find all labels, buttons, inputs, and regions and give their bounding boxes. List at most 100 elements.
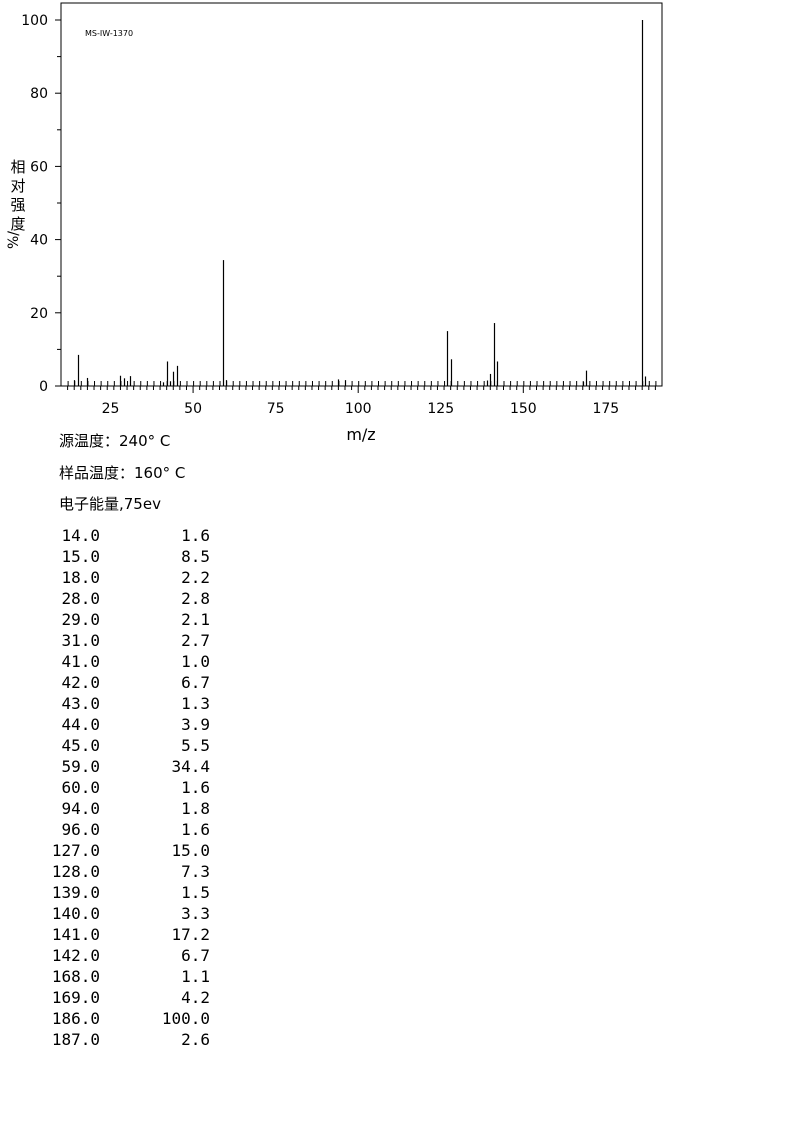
table-row: 41.0 1.0 <box>40 651 220 672</box>
sample-temperature: 样品温度：160° C <box>59 464 186 482</box>
table-row: 29.0 2.1 <box>40 609 220 630</box>
y-tick-label: 40 <box>30 233 48 249</box>
table-row: 43.0 1.3 <box>40 693 220 714</box>
x-axis-ticks: 25 50 75 100 125 150 175 <box>67 381 657 417</box>
mass-spectrum-chart: MS-IW-1370 0 20 40 60 80 100 25 50 75 100 125 150 1… <box>6 2 663 444</box>
table-row: 18.0 2.2 <box>40 567 220 588</box>
x-axis-label: m/z <box>346 425 375 444</box>
source-temperature: 源温度：240° C <box>59 432 171 450</box>
table-intensity-value: 2.7 <box>181 631 210 650</box>
y-axis-label-char: 度 <box>10 215 25 233</box>
y-tick-label: 100 <box>21 13 48 29</box>
table-row: 187.0 2.6 <box>40 1029 220 1050</box>
table-intensity-value: 2.1 <box>181 610 210 629</box>
peak-table: 14.0 1.6 15.0 8.5 18.0 2.2 28.0 2.8 29.0 2.1 31.0 2… <box>40 525 220 1050</box>
y-tick-label: 60 <box>30 159 48 175</box>
y-axis-label-char: 对 <box>10 177 25 195</box>
table-intensity-value: 7.3 <box>181 862 210 881</box>
table-mz-value: 59.0 <box>61 757 100 776</box>
spectrum-peaks <box>73 20 647 386</box>
table-row: 141.0 17.2 <box>40 924 220 945</box>
table-mz-value: 15.0 <box>61 547 100 566</box>
table-row: 60.0 1.6 <box>40 777 220 798</box>
y-axis-ticks: 0 20 40 60 80 100 <box>21 13 61 395</box>
table-row: 94.0 1.8 <box>40 798 220 819</box>
table-intensity-value: 17.2 <box>171 925 210 944</box>
table-mz-value: 187.0 <box>51 1030 100 1049</box>
table-row: 96.0 1.6 <box>40 819 220 840</box>
table-row: 142.0 6.7 <box>40 945 220 966</box>
table-intensity-value: 2.2 <box>181 568 210 587</box>
table-row: 59.0 34.4 <box>40 756 220 777</box>
table-intensity-value: 6.7 <box>181 946 210 965</box>
table-mz-value: 128.0 <box>51 862 100 881</box>
x-tick-label: 25 <box>102 401 120 417</box>
table-mz-value: 18.0 <box>61 568 100 587</box>
chart-title: MS-IW-1370 <box>85 29 133 38</box>
electron-energy: 电子能量,75ev <box>59 495 161 513</box>
table-mz-value: 94.0 <box>61 799 100 818</box>
table-row: 139.0 1.5 <box>40 882 220 903</box>
table-mz-value: 31.0 <box>61 631 100 650</box>
table-mz-value: 41.0 <box>61 652 100 671</box>
table-mz-value: 43.0 <box>61 694 100 713</box>
table-mz-value: 60.0 <box>61 778 100 797</box>
x-tick-label: 100 <box>345 401 372 417</box>
table-row: 44.0 3.9 <box>40 714 220 735</box>
x-tick-label: 50 <box>184 401 202 417</box>
table-mz-value: 168.0 <box>51 967 100 986</box>
table-intensity-value: 100.0 <box>161 1009 210 1028</box>
y-tick-label: 20 <box>30 306 48 322</box>
table-intensity-value: 1.6 <box>181 526 210 545</box>
y-tick-label: 80 <box>30 86 48 102</box>
table-row: 15.0 8.5 <box>40 546 220 567</box>
table-row: 28.0 2.8 <box>40 588 220 609</box>
table-row: 45.0 5.5 <box>40 735 220 756</box>
table-mz-value: 139.0 <box>51 883 100 902</box>
table-mz-value: 96.0 <box>61 820 100 839</box>
table-intensity-value: 3.3 <box>181 904 210 923</box>
table-mz-value: 29.0 <box>61 610 100 629</box>
plot-frame <box>60 2 663 387</box>
table-intensity-value: 2.8 <box>181 589 210 608</box>
table-mz-value: 140.0 <box>51 904 100 923</box>
table-intensity-value: 1.6 <box>181 820 210 839</box>
table-mz-value: 142.0 <box>51 946 100 965</box>
table-intensity-value: 1.1 <box>181 967 210 986</box>
table-mz-value: 127.0 <box>51 841 100 860</box>
table-row: 42.0 6.7 <box>40 672 220 693</box>
table-mz-value: 169.0 <box>51 988 100 1007</box>
table-intensity-value: 1.8 <box>181 799 210 818</box>
table-intensity-value: 1.6 <box>181 778 210 797</box>
table-intensity-value: 34.4 <box>171 757 210 776</box>
y-axis-label-char: 强 <box>10 196 25 214</box>
table-row: 186.0 100.0 <box>40 1008 220 1029</box>
table-mz-value: 45.0 <box>61 736 100 755</box>
table-row: 128.0 7.3 <box>40 861 220 882</box>
table-row: 169.0 4.2 <box>40 987 220 1008</box>
x-tick-label: 175 <box>592 401 619 417</box>
table-row: 168.0 1.1 <box>40 966 220 987</box>
x-tick-label: 75 <box>267 401 285 417</box>
table-intensity-value: 1.5 <box>181 883 210 902</box>
table-row: 127.0 15.0 <box>40 840 220 861</box>
y-axis-label-unit: %/ <box>6 231 22 249</box>
table-mz-value: 186.0 <box>51 1009 100 1028</box>
table-intensity-value: 2.6 <box>181 1030 210 1049</box>
table-intensity-value: 8.5 <box>181 547 210 566</box>
table-row: 140.0 3.3 <box>40 903 220 924</box>
table-row: 31.0 2.7 <box>40 630 220 651</box>
table-intensity-value: 15.0 <box>171 841 210 860</box>
table-mz-value: 141.0 <box>51 925 100 944</box>
x-tick-label: 125 <box>427 401 454 417</box>
table-mz-value: 14.0 <box>61 526 100 545</box>
table-intensity-value: 1.3 <box>181 694 210 713</box>
table-row: 14.0 1.6 <box>40 525 220 546</box>
y-axis-label-char: 相 <box>10 158 25 176</box>
table-mz-value: 42.0 <box>61 673 100 692</box>
table-intensity-value: 3.9 <box>181 715 210 734</box>
x-tick-label: 150 <box>510 401 537 417</box>
table-mz-value: 28.0 <box>61 589 100 608</box>
table-intensity-value: 6.7 <box>181 673 210 692</box>
